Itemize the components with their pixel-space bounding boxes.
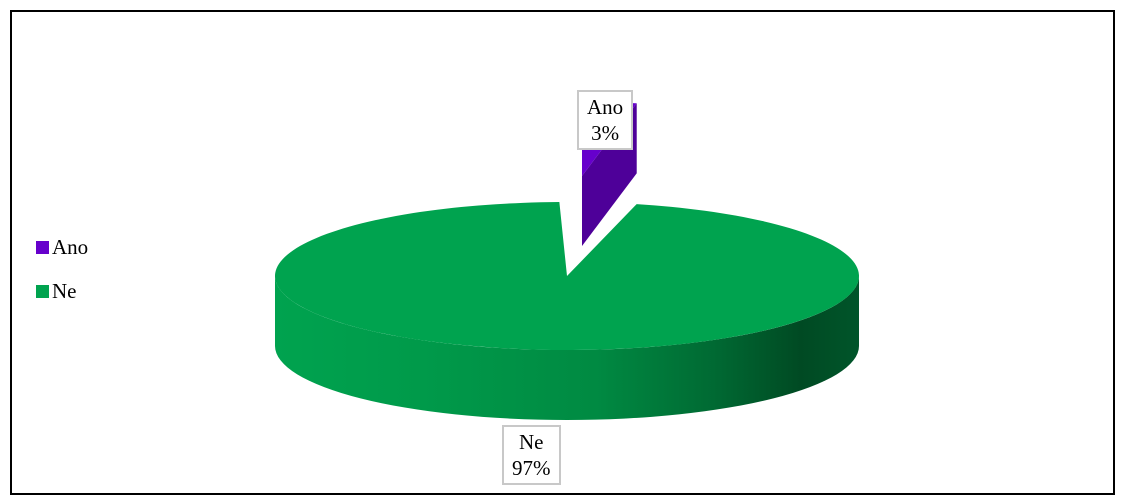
slice-ne-top — [275, 202, 860, 350]
data-label-ano-value: 3% — [591, 121, 620, 145]
data-label-ne: Ne 97% — [502, 425, 561, 485]
legend-swatch-ne — [36, 284, 49, 298]
data-label-ne-category: Ne — [519, 430, 544, 454]
data-label-ano: Ano 3% — [577, 90, 634, 150]
data-label-ano-category: Ano — [587, 95, 624, 119]
chart-legend: Ano Ne — [36, 225, 88, 313]
legend-swatch-ano — [36, 240, 49, 254]
legend-label-ne: Ne — [52, 278, 77, 303]
slice-ne-side — [275, 276, 859, 420]
legend-item-ano: Ano — [36, 225, 88, 269]
data-label-ne-value: 97% — [512, 456, 551, 480]
legend-item-ne: Ne — [36, 269, 88, 313]
legend-label-ano: Ano — [52, 234, 89, 259]
